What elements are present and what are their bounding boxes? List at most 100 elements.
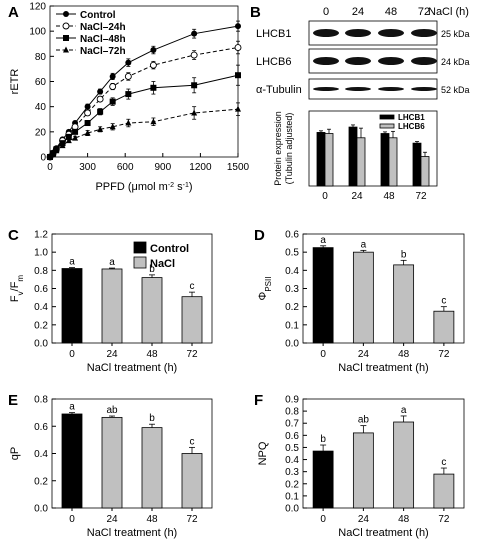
panel-f-xtick-label: 72 bbox=[438, 514, 450, 525]
panel-a-point bbox=[47, 153, 53, 160]
panel-c-ytick-label: 1.2 bbox=[34, 230, 48, 241]
panel-d-xlabel: NaCl treatment (h) bbox=[338, 362, 428, 374]
panel-d-xtick-label: 24 bbox=[358, 349, 370, 360]
panel-d-ytick-label: 0.4 bbox=[285, 266, 299, 277]
panel-c-ytick-label: 1.0 bbox=[34, 248, 48, 259]
panel-a-point bbox=[97, 108, 104, 115]
panel-c-xlabel: NaCl treatment (h) bbox=[87, 362, 177, 374]
panel-b-legend-swatch bbox=[379, 114, 395, 120]
panel-a-point bbox=[125, 119, 132, 126]
panel-f-bar bbox=[433, 473, 455, 509]
panel-f-ytick-label: 0.5 bbox=[285, 443, 299, 454]
panel-a-point bbox=[150, 118, 157, 125]
panel-b-blot-label: LHCB6 bbox=[256, 56, 291, 68]
panel-a-point bbox=[150, 84, 157, 91]
panel-b-legend-label: LHCB6 bbox=[398, 122, 425, 131]
panel-b-legend-swatch bbox=[379, 123, 395, 129]
panel-e-ytick-label: 0.8 bbox=[34, 395, 48, 406]
panel-a-point bbox=[84, 129, 91, 136]
panel-a-point bbox=[191, 82, 198, 89]
panel-b-ylabel-1: Protein expression bbox=[273, 111, 283, 186]
panel-a-point bbox=[234, 44, 242, 51]
panel-f-sig-letter: a bbox=[401, 405, 407, 416]
panel-a-point bbox=[97, 88, 104, 95]
panel-b-chart-frame bbox=[308, 110, 438, 187]
panel-c-bar bbox=[101, 268, 123, 344]
panel-d-bar bbox=[393, 264, 415, 344]
panel-a-series-line-2 bbox=[49, 74, 239, 158]
panel-letter-f: F bbox=[254, 392, 263, 409]
panel-a-point bbox=[109, 83, 117, 90]
panel-letter-b: B bbox=[250, 4, 261, 21]
panel-a-point bbox=[191, 30, 198, 37]
panel-a-point bbox=[125, 91, 132, 98]
panel-b-band bbox=[378, 87, 404, 91]
panel-b-header-unit: NaCl (h) bbox=[428, 6, 469, 18]
panel-d-ytick-label: 0.0 bbox=[285, 339, 299, 350]
panel-a-ytick-label: 0 bbox=[40, 153, 46, 164]
panel-c-legend-swatch bbox=[133, 241, 147, 254]
panel-b-band bbox=[345, 87, 371, 91]
panel-a-legend-marker bbox=[63, 11, 69, 17]
panel-f-bar bbox=[312, 450, 334, 509]
panel-c-ytick-label: 0.2 bbox=[34, 320, 48, 331]
panel-b-band bbox=[411, 87, 437, 91]
panel-a-series-line-1 bbox=[49, 47, 239, 158]
panel-b-band bbox=[378, 57, 404, 65]
panel-f-ytick-label: 0.0 bbox=[285, 504, 299, 515]
panel-b-bar-lhcb6 bbox=[420, 156, 430, 187]
panel-f-xtick-label: 48 bbox=[398, 514, 410, 525]
panel-b-ylabel-2: (Tubulin adjusted) bbox=[284, 113, 294, 185]
panel-f-ytick-label: 0.2 bbox=[285, 479, 299, 490]
panel-c-ylabel: Fv/Fm bbox=[9, 275, 25, 303]
panel-c-ytick-label: 0.8 bbox=[34, 266, 48, 277]
panel-b-timepoint-label: 0 bbox=[323, 6, 329, 18]
panel-a-xtick-label: 300 bbox=[79, 162, 96, 173]
panel-b-timepoint-label: 72 bbox=[418, 6, 430, 18]
panel-c-xtick-label: 72 bbox=[186, 349, 198, 360]
panel-f-ytick-label: 0.7 bbox=[285, 419, 299, 430]
panel-letter-e: E bbox=[8, 392, 18, 409]
panel-f-ytick-label: 0.1 bbox=[285, 491, 299, 502]
panel-a-ylabel: rETR bbox=[9, 69, 21, 95]
panel-d-ytick-label: 0.1 bbox=[285, 320, 299, 331]
panel-a-xtick-label: 1200 bbox=[189, 162, 212, 173]
panel-f-bar bbox=[393, 421, 415, 509]
panel-c-sig-letter: b bbox=[149, 264, 155, 275]
panel-c-sig-letter: a bbox=[69, 257, 75, 268]
panel-c-legend-label: NaCl bbox=[150, 258, 175, 270]
panel-f-ytick-label: 0.8 bbox=[285, 407, 299, 418]
panel-b-bar-lhcb1 bbox=[348, 126, 358, 187]
panel-a-point bbox=[97, 125, 104, 132]
panel-b-bar-lhcb1 bbox=[316, 132, 326, 187]
panel-e-ytick-label: 0.6 bbox=[34, 422, 48, 433]
panel-b-band bbox=[378, 29, 404, 37]
panel-a-xlabel: PPFD (μmol m-2 s-1) bbox=[95, 181, 192, 193]
panel-a-ytick-label: 120 bbox=[29, 2, 46, 13]
panel-b-bar-lhcb1 bbox=[380, 133, 390, 187]
panel-a-point bbox=[65, 137, 72, 144]
panel-f-ytick-label: 0.3 bbox=[285, 467, 299, 478]
panel-a-legend-marker bbox=[63, 46, 69, 53]
panel-b-timepoint-label: 24 bbox=[352, 6, 364, 18]
panel-d-sig-letter: a bbox=[320, 235, 326, 246]
panel-a-ytick-label: 20 bbox=[35, 127, 47, 138]
panel-b-bar-lhcb1 bbox=[412, 142, 422, 187]
panel-e-ytick-label: 0.2 bbox=[34, 476, 48, 487]
panel-a-point bbox=[59, 142, 66, 149]
panel-c-ytick-label: 0.0 bbox=[34, 339, 48, 350]
panel-d-sig-letter: a bbox=[361, 239, 367, 250]
panel-a-point bbox=[109, 123, 116, 130]
panel-e-xtick-label: 72 bbox=[186, 514, 198, 525]
panel-a-point bbox=[84, 120, 91, 127]
panel-a-point bbox=[191, 109, 198, 116]
panel-letter-d: D bbox=[254, 227, 265, 244]
panel-e-ylabel: qP bbox=[9, 447, 21, 460]
panel-b-blot-label: LHCB1 bbox=[256, 28, 291, 40]
panel-c-legend-swatch bbox=[133, 256, 147, 269]
panel-e-sig-letter: a bbox=[69, 402, 75, 413]
panel-c-ytick-label: 0.6 bbox=[34, 284, 48, 295]
panel-c-sig-letter: a bbox=[109, 257, 115, 268]
panel-c-ytick-label: 0.4 bbox=[34, 302, 48, 313]
panel-e-ytick-label: 0.0 bbox=[34, 504, 48, 515]
